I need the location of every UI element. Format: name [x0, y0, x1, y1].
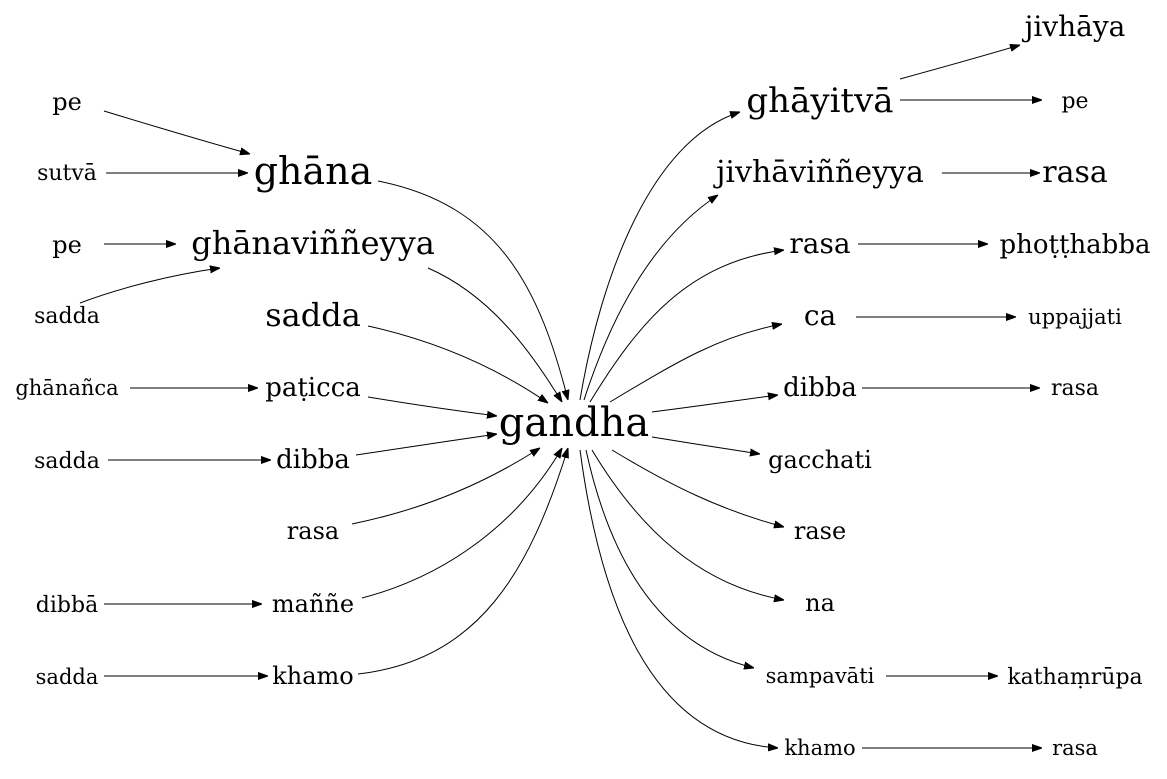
node-dibba: dibba	[276, 445, 350, 475]
node-sadda: sadda	[265, 296, 361, 334]
node-jivhaya: jivhāya	[1022, 10, 1126, 43]
node-khamo: khamo	[272, 662, 354, 690]
node-rasa: rasa	[789, 227, 850, 260]
edge-gandha-to-ghayitva	[579, 112, 740, 401]
node-rase: rase	[794, 517, 846, 545]
node-manne: maññe	[272, 590, 354, 618]
node-rasa: rasa	[1042, 155, 1108, 190]
node-pe: pe	[52, 231, 82, 259]
node-ghayitva: ghāyitvā	[746, 81, 893, 121]
node-rasa: rasa	[287, 517, 339, 545]
node-ghana: ghāna	[254, 149, 373, 193]
node-sadda: sadda	[34, 449, 100, 474]
edge-manne-to-gandha	[361, 448, 562, 599]
node-sutva: sutvā	[37, 161, 97, 186]
edge-pe-to-ghana	[103, 110, 250, 154]
edge-ghanavinneyya-to-gandha	[427, 267, 562, 402]
node-sadda: sadda	[34, 304, 100, 329]
node-na: na	[805, 589, 835, 617]
node-gandha: gandha	[499, 400, 649, 446]
edge-ghana-to-gandha	[377, 180, 568, 400]
edge-gandha-to-na	[591, 449, 784, 600]
node-dibba-plural: dibbā	[36, 593, 98, 618]
node-rasa: rasa	[1051, 376, 1099, 401]
edge-gandha-to-dibba	[651, 395, 778, 413]
edge-ghayitva-to-jivhaya	[899, 45, 1020, 80]
node-jivhavinneyya: jivhāviññeyya	[713, 155, 924, 190]
node-uppajjati: uppajjati	[1028, 305, 1122, 329]
edge-gandha-to-gacchati	[651, 436, 760, 454]
edge-gandha-to-rasa	[589, 250, 784, 403]
edge-gandha-to-rase	[611, 449, 784, 527]
node-gacchati: gacchati	[768, 446, 872, 474]
edge-rasa-to-gandha	[351, 448, 540, 525]
node-pe: pe	[1061, 89, 1088, 114]
edges	[79, 45, 1042, 748]
node-khamo: khamo	[784, 736, 855, 760]
node-dibba: dibba	[783, 373, 857, 403]
node-paticca: paṭicca	[265, 373, 361, 403]
edge-gandha-to-sampavati	[585, 449, 754, 668]
node-pe: pe	[52, 88, 82, 116]
edge-sadda-to-ghanavinneyya	[79, 268, 220, 304]
edge-khamo-to-gandha	[357, 448, 568, 675]
node-rasa: rasa	[1052, 736, 1098, 760]
edge-gandha-to-jivhavinneyya	[583, 195, 718, 401]
edge-paticca-to-gandha	[367, 396, 497, 416]
edge-sadda-to-gandha	[367, 325, 548, 403]
edge-gandha-to-khamo	[579, 449, 778, 748]
nodes: pe sutvā ghāna pe ghānaviññeyya sadda sa…	[15, 10, 1150, 760]
node-sampavati: sampavāti	[766, 664, 875, 688]
node-sadda: sadda	[36, 665, 99, 689]
node-ghananca: ghānañca	[15, 376, 118, 400]
node-kathamrupa: kathaṃrūpa	[1007, 665, 1142, 690]
node-photthabba: phoṭṭhabba	[1000, 230, 1151, 260]
edge-gandha-to-ca	[609, 324, 782, 403]
node-ghanavinneyya: ghānaviññeyya	[191, 224, 435, 262]
edge-dibba-to-gandha	[355, 434, 497, 456]
node-ca: ca	[804, 299, 836, 332]
